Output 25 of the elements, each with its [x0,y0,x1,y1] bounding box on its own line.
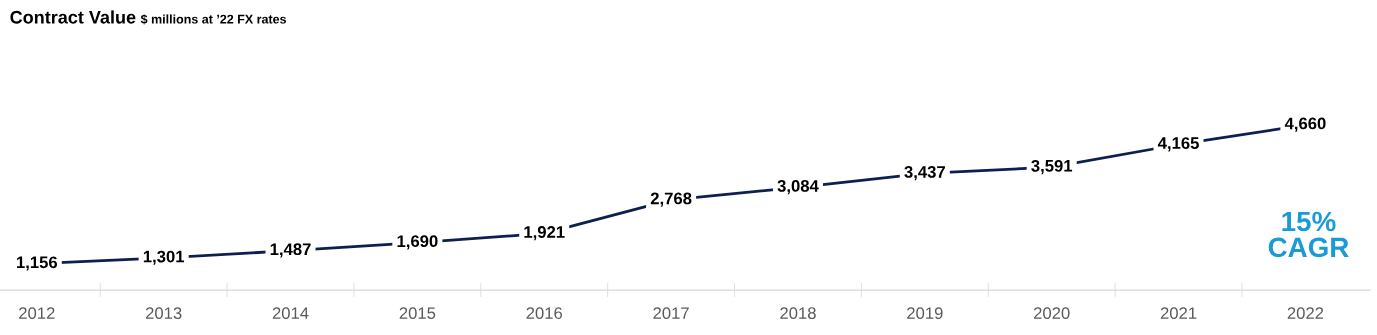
annotation: 15% CAGR [1268,211,1349,258]
x-tick-label: 2018 [780,307,816,320]
x-tick-label: 2019 [907,307,943,320]
data-label: 4,165 [1157,137,1199,152]
data-label: 1,301 [143,250,185,265]
x-tick-label: 2014 [272,307,309,320]
x-tick-label: 2020 [1033,307,1070,320]
data-label: 3,084 [777,180,819,195]
chart-title: Contract Value [10,10,136,24]
data-label: 1,690 [397,235,438,250]
data-label: 1,921 [524,226,565,241]
x-tick-label: 2017 [653,307,689,320]
x-tick-label: 2016 [526,307,563,320]
data-label: 3,591 [1031,159,1073,175]
x-tick-label: 2021 [1160,307,1197,320]
data-label: 2,768 [650,192,692,207]
x-tick-label: 2013 [145,307,182,320]
data-label: 4,660 [1284,117,1326,132]
x-tick-label: 2012 [19,307,55,320]
chart-subtitle: $ millions at ’22 FX rates [140,14,287,25]
data-label: 1,156 [16,256,58,271]
data-label: 3,437 [904,166,945,181]
x-tick-label: 2022 [1287,307,1324,320]
data-label: 1,487 [270,243,311,258]
x-tick-label: 2015 [399,307,436,320]
